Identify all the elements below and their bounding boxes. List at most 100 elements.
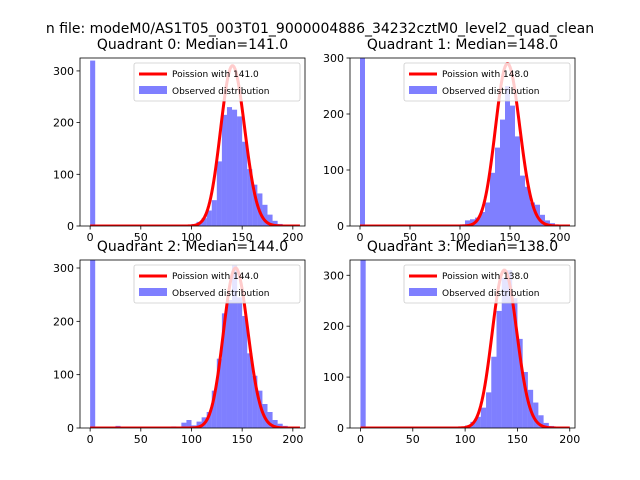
histogram-bar — [505, 86, 510, 226]
histogram-bar — [485, 202, 490, 226]
x-tick-label: 0 — [87, 433, 94, 446]
x-tick-label: 150 — [507, 433, 528, 446]
y-tick-label: 0 — [67, 220, 74, 233]
y-tick-label: 100 — [53, 369, 74, 382]
legend-histogram-swatch — [409, 86, 437, 94]
axes-frame — [349, 259, 576, 429]
histogram-bar — [267, 412, 273, 428]
histogram-bar — [90, 60, 96, 226]
histogram-bar — [237, 297, 243, 428]
histogram-bar — [533, 402, 539, 428]
y-tick-label: 200 — [53, 117, 74, 130]
histogram-bar — [360, 58, 365, 226]
legend-box — [403, 264, 571, 304]
y-tick-label: 100 — [323, 164, 344, 177]
poisson-curve — [89, 64, 301, 226]
plot-area — [89, 260, 301, 428]
y-tick-label: 0 — [337, 220, 344, 233]
legend-box — [403, 62, 571, 102]
histogram-bar — [480, 407, 487, 428]
histogram-bar — [226, 107, 233, 226]
legend: Poission with 138.0 Observed distribution — [403, 264, 571, 304]
x-tick-label: 150 — [500, 231, 521, 244]
histogram-bar — [360, 260, 366, 428]
histogram-bar — [181, 422, 187, 428]
histogram-bar — [520, 175, 525, 226]
histogram-bar — [252, 184, 258, 226]
histogram-bar — [545, 220, 550, 226]
x-tick-label: 0 — [357, 433, 364, 446]
histogram-bar — [538, 415, 544, 428]
y-tick-label: 200 — [323, 108, 344, 121]
y-tick-label: 300 — [323, 269, 344, 282]
histogram-bar — [221, 114, 227, 226]
y-tick-label: 100 — [53, 168, 74, 181]
legend-box — [133, 62, 301, 102]
histogram-bar — [517, 338, 523, 428]
histogram-bar — [206, 412, 212, 428]
y-tick-label: 0 — [337, 422, 344, 435]
x-tick-label: 200 — [282, 433, 303, 446]
axes-frame — [79, 57, 306, 227]
histogram-bar — [491, 356, 497, 428]
histogram-bar — [211, 390, 217, 428]
histogram-bar — [201, 218, 207, 226]
histogram-bar — [500, 119, 505, 226]
subplot-title: Quadrant 2: Median=144.0 — [97, 239, 288, 255]
histogram-bar — [232, 109, 238, 226]
axes-frame — [349, 57, 576, 227]
histogram-bar — [515, 136, 520, 226]
histogram-bar — [232, 265, 238, 428]
y-tick-label: 300 — [53, 65, 74, 78]
x-tick-label: 50 — [403, 231, 417, 244]
legend-poisson-label: Poission with 148.0 — [442, 70, 529, 80]
histogram-bar — [486, 392, 492, 428]
histogram-bar — [501, 277, 507, 428]
histogram-bar — [242, 141, 248, 226]
histogram-bar — [196, 421, 202, 428]
histogram-bar — [211, 200, 217, 226]
histogram-bar — [272, 420, 278, 428]
histogram-bar — [496, 310, 502, 428]
subplot-quadrant-1: 0 50 100 150 200 0 100 200 300 Poission with 148.… — [323, 37, 576, 244]
histogram-bar — [206, 210, 212, 226]
y-tick-label: 200 — [323, 320, 344, 333]
legend-histogram-label: Observed distribution — [442, 87, 539, 97]
histogram-bar — [465, 220, 470, 226]
legend-poisson-label: Poission with 141.0 — [172, 70, 259, 80]
histogram-bar — [510, 105, 515, 226]
x-tick-label: 0 — [87, 231, 94, 244]
legend-histogram-label: Observed distribution — [172, 87, 269, 97]
x-tick-label: 50 — [134, 433, 148, 446]
histogram-bar — [522, 372, 528, 428]
subplot-quadrant-2: 0 50 100 150 200 0 100 200 300 Poission with 144.… — [53, 239, 306, 446]
histogram-bar — [90, 260, 96, 428]
histogram-bar — [242, 316, 248, 428]
histogram-bar — [252, 375, 258, 428]
histogram-bar — [247, 353, 253, 428]
x-tick-label: 200 — [550, 231, 571, 244]
legend-histogram-swatch — [409, 288, 437, 296]
x-tick-label: 200 — [282, 231, 303, 244]
subplot-quadrant-0: 0 50 100 150 200 0 100 200 300 Poission with 141.… — [53, 37, 306, 244]
histogram-bar — [226, 300, 233, 428]
legend-poisson-label: Poission with 138.0 — [442, 272, 529, 282]
histogram-bar — [272, 220, 278, 226]
histogram-bar — [543, 422, 549, 428]
x-tick-label: 200 — [559, 433, 580, 446]
x-tick-label: 100 — [450, 231, 471, 244]
x-tick-label: 100 — [181, 433, 202, 446]
histogram-bar — [221, 313, 227, 428]
legend-histogram-swatch — [139, 86, 167, 94]
histogram-bar — [475, 416, 481, 428]
legend-histogram-swatch — [139, 288, 167, 296]
histogram-bar — [525, 186, 530, 226]
histogram-bar — [530, 202, 535, 226]
histogram-bar — [495, 147, 500, 226]
histogram-bar — [216, 358, 222, 428]
histogram-bar — [277, 423, 283, 428]
x-tick-label: 100 — [181, 231, 202, 244]
histogram-bar — [257, 390, 263, 428]
subplot-quadrant-3: 0 50 100 150 200 0 100 200 300 Poission with 138.… — [323, 239, 580, 446]
